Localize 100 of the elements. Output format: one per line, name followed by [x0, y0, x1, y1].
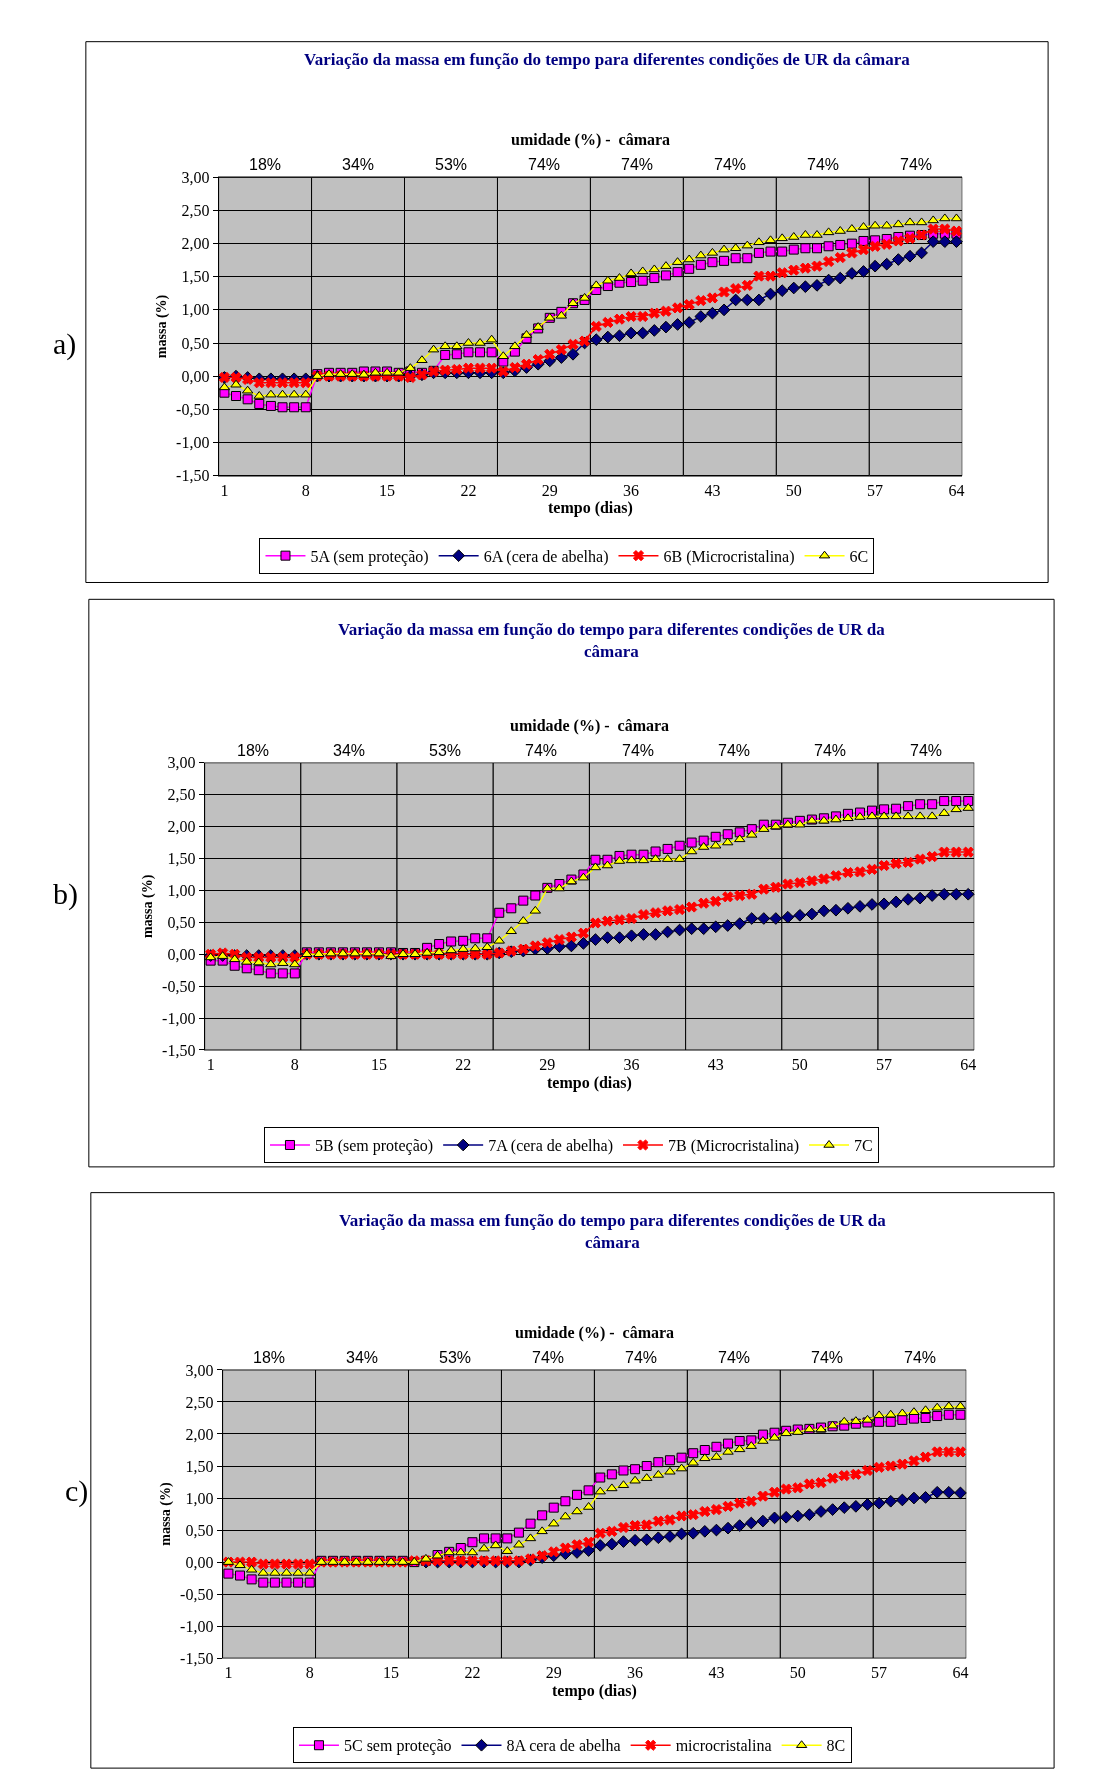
band-label: 74% — [532, 1349, 565, 1366]
band-label: 53% — [439, 1349, 472, 1366]
x-tick-label: 29 — [545, 1664, 562, 1682]
x-tick-label: 22 — [460, 481, 477, 499]
band-label: 74% — [811, 1349, 844, 1366]
x-tick-label: 1 — [206, 1056, 215, 1074]
x-tick-label: 43 — [708, 1664, 725, 1682]
band-label: 74% — [900, 156, 933, 173]
legend-label: 7B (Microcristalina) — [667, 1137, 800, 1156]
legend-label: 6B (Microcristalina) — [663, 547, 795, 566]
x-tick-label: 8 — [305, 1664, 314, 1682]
band-label: 74% — [718, 742, 751, 759]
x-tick-label: 50 — [791, 1056, 808, 1074]
x-tick-label: 36 — [627, 1664, 644, 1682]
band-label: 18% — [253, 1349, 286, 1366]
text: umidade (%) - câmara — [511, 131, 671, 149]
y-tick-label: 1,50 — [167, 850, 196, 868]
text: a) — [53, 327, 77, 361]
x-tick-label: 64 — [948, 481, 965, 499]
y-axis-title: massa (%) — [157, 1482, 174, 1546]
y-axis-title: massa (%) — [153, 294, 170, 359]
legend-label: 6A (cera de abelha) — [483, 547, 609, 566]
x-axis-title: tempo (dias) — [551, 1682, 637, 1701]
y-tick-label: 0,00 — [167, 945, 196, 963]
y-tick-label: -0,50 — [180, 1585, 214, 1603]
x-tick-label: 15 — [370, 1056, 387, 1074]
x-tick-label: 36 — [623, 481, 640, 499]
chart-title: Variação da massa em função do tempo para diferentes condições de UR da câmara — [339, 1211, 887, 1253]
x-tick-label: 43 — [704, 481, 721, 499]
y-tick-label: 0,50 — [185, 1521, 214, 1539]
x-tick-label: 64 — [952, 1664, 969, 1682]
legend-label: 6C — [849, 547, 869, 565]
band-label: 74% — [910, 742, 943, 759]
y-tick-label: 1,00 — [167, 882, 196, 900]
y-tick-label: 2,00 — [167, 818, 196, 836]
band-label: 18% — [237, 742, 270, 759]
text: c) — [65, 1474, 89, 1508]
band-label: 74% — [718, 1349, 751, 1366]
y-tick-label: 2,50 — [185, 1393, 214, 1411]
y-tick-label: -1,00 — [176, 433, 210, 451]
x-tick-label: 57 — [876, 1056, 893, 1074]
band-label: 53% — [429, 742, 462, 759]
y-tick-label: -1,00 — [162, 1009, 196, 1027]
band-label: 74% — [625, 1349, 658, 1366]
chart-title: Variação da massa em função do tempo para diferentes condições de UR da câmara — [304, 50, 911, 69]
y-tick-label: 3,00 — [167, 754, 196, 772]
legend-label: microcristalina — [675, 1737, 772, 1755]
band-label: 74% — [525, 742, 558, 759]
y-tick-label: 0,50 — [181, 334, 210, 352]
text: b) — [53, 877, 78, 911]
x-tick-label: 57 — [867, 481, 884, 499]
x-tick-label: 15 — [379, 481, 396, 499]
y-tick-label: 3,00 — [181, 168, 210, 186]
x-tick-label: 29 — [539, 1056, 556, 1074]
y-tick-label: 1,00 — [185, 1489, 214, 1507]
legend-label: 8C — [826, 1737, 846, 1755]
x-tick-label: 43 — [707, 1056, 724, 1074]
legend-label: 5A (sem proteção) — [310, 547, 429, 566]
legend-label: 7A (cera de abelha) — [488, 1137, 613, 1156]
y-tick-label: -1,50 — [180, 1649, 214, 1667]
legend-label: 8A cera de abelha — [506, 1737, 621, 1755]
x-tick-label: 8 — [301, 481, 310, 499]
y-tick-label: 1,50 — [185, 1457, 214, 1475]
x-axis-title: tempo (dias) — [546, 1073, 632, 1092]
y-tick-label: 2,50 — [181, 202, 210, 220]
x-tick-label: 57 — [871, 1664, 888, 1682]
x-tick-label: 29 — [541, 481, 558, 499]
chart-title: Variação da massa em função do tempo para diferentes condições de UR da câmara — [338, 620, 886, 662]
legend-label: 5C sem proteção — [343, 1737, 452, 1756]
band-label: 34% — [333, 742, 366, 759]
y-tick-label: 1,50 — [181, 268, 210, 286]
y-tick-label: 0,50 — [167, 913, 196, 931]
y-tick-label: -0,50 — [176, 400, 210, 418]
x-tick-label: 50 — [785, 481, 802, 499]
band-label: 34% — [346, 1349, 379, 1366]
band-label: 74% — [528, 156, 561, 173]
y-tick-label: 3,00 — [185, 1361, 214, 1379]
band-label: 74% — [714, 156, 747, 173]
y-tick-label: 1,00 — [181, 301, 210, 319]
x-tick-label: 1 — [220, 481, 229, 499]
x-tick-label: 22 — [455, 1056, 472, 1074]
band-label: 18% — [249, 156, 282, 173]
text: umidade (%) - câmara — [510, 717, 670, 735]
y-tick-label: -1,50 — [162, 1041, 196, 1059]
legend-label: 7C — [854, 1137, 873, 1155]
band-label: 53% — [435, 156, 468, 173]
x-tick-label: 50 — [789, 1664, 806, 1682]
y-tick-label: 2,50 — [167, 786, 196, 804]
x-tick-label: 1 — [224, 1664, 233, 1682]
band-label: 34% — [342, 156, 375, 173]
x-tick-label: 22 — [464, 1664, 481, 1682]
band-label: 74% — [622, 742, 655, 759]
y-tick-label: -1,00 — [180, 1617, 214, 1635]
x-axis-title: tempo (dias) — [547, 499, 633, 518]
y-tick-label: -0,50 — [162, 977, 196, 995]
x-tick-label: 64 — [960, 1056, 977, 1074]
x-tick-label: 8 — [290, 1056, 299, 1074]
y-tick-label: 2,00 — [181, 235, 210, 253]
band-label: 74% — [904, 1349, 937, 1366]
y-tick-label: 0,00 — [181, 367, 210, 385]
